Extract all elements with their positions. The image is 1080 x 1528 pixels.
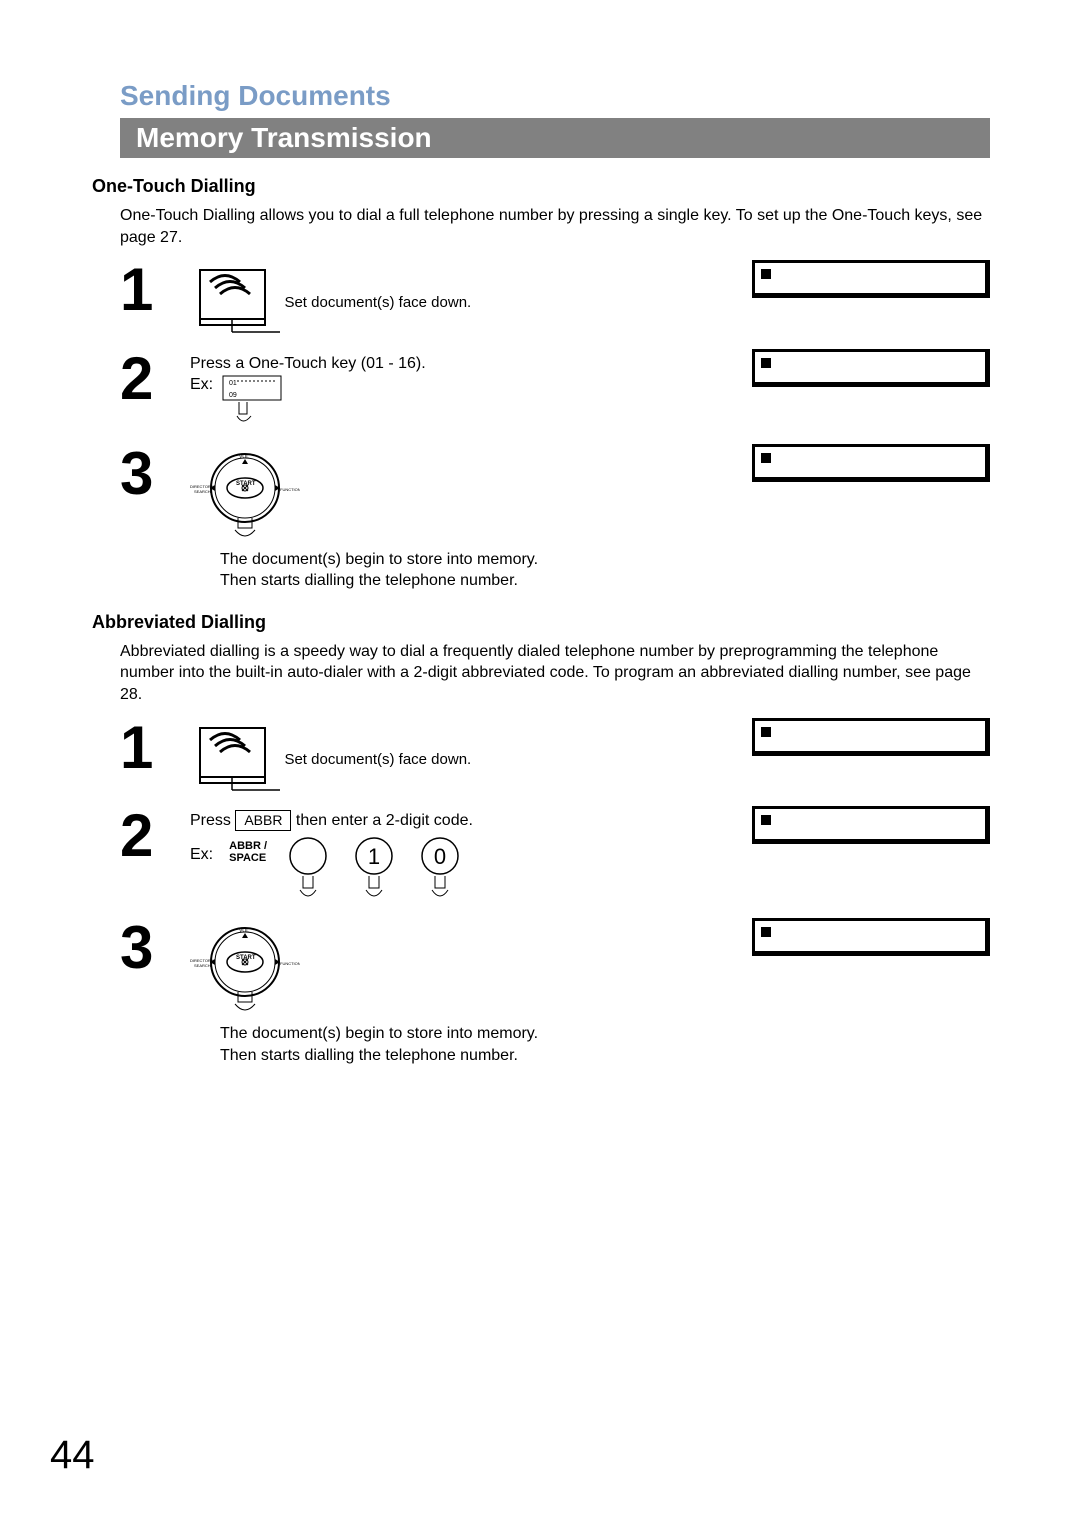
svg-text:FUNCTION: FUNCTION [280, 487, 300, 492]
section-title: Sending Documents [120, 80, 990, 112]
abbrev-intro: Abbreviated dialling is a speedy way to … [120, 641, 990, 706]
lcd-column [610, 260, 990, 298]
after-line: The document(s) begin to store into memo… [220, 1023, 990, 1045]
lcd-column [610, 918, 990, 956]
one-touch-after: The document(s) begin to store into memo… [220, 549, 990, 592]
lcd-display [752, 718, 990, 756]
step-line: Press ABBR then enter a 2-digit code. [190, 810, 610, 832]
lcd-column [610, 718, 990, 756]
step-content: Set document(s) face down. [190, 718, 610, 799]
text-pre: Press [190, 812, 235, 829]
step-number: 2 [120, 806, 190, 866]
step-number: 1 [120, 260, 190, 320]
step-content: Press ABBR then enter a 2-digit code. Ex… [190, 806, 610, 910]
one-touch-steps: 1 Set document(s) face down. [120, 260, 990, 592]
lcd-display [752, 918, 990, 956]
svg-text:START: START [236, 955, 256, 961]
page: Sending Documents Memory Transmission On… [0, 0, 1080, 1528]
keypad-label: 09 [229, 392, 237, 399]
step-caption: Set document(s) face down. [284, 751, 471, 768]
step-line: Press a One-Touch key (01 - 16). [190, 353, 610, 375]
svg-text:SEARCH: SEARCH [194, 489, 211, 494]
lcd-display [752, 260, 990, 298]
after-line: Then starts dialling the telephone numbe… [220, 1045, 990, 1067]
step-content: START VOL DIRECTORY SEARCH FUNCTION [190, 444, 610, 545]
svg-text:SEARCH: SEARCH [194, 963, 211, 968]
step-number: 1 [120, 718, 190, 778]
abbrev-after: The document(s) begin to store into memo… [220, 1023, 990, 1066]
abbr-key: ABBR [235, 810, 291, 831]
lcd-column [610, 806, 990, 844]
lcd-column [610, 444, 990, 482]
keypad-label: 01 [229, 380, 237, 387]
band-title: Memory Transmission [120, 118, 990, 158]
abbr-space-label: ABBR / SPACE [229, 834, 267, 864]
svg-text:START: START [236, 481, 256, 487]
digit-key-icon: 1 [349, 834, 399, 911]
step-row: 1 Set document(s) face down. [120, 718, 990, 799]
step-content: Press a One-Touch key (01 - 16). Ex: 01 … [190, 349, 610, 436]
step-content: Set document(s) face down. [190, 260, 610, 341]
lcd-display [752, 444, 990, 482]
one-touch-keypad-icon: 01 09 [219, 374, 299, 436]
after-line: Then starts dialling the telephone numbe… [220, 570, 990, 592]
abbrev-steps: 1 Set document(s) face down. [120, 718, 990, 1067]
svg-text:VOL: VOL [239, 928, 249, 934]
step-caption: Set document(s) face down. [284, 294, 471, 311]
step-number: 2 [120, 349, 190, 409]
step-number: 3 [120, 444, 190, 504]
step-row: 3 START VOL DIRECTORY [120, 444, 990, 545]
abbrev-heading: Abbreviated Dialling [92, 612, 990, 633]
step-content: START VOL DIRECTORY SEARCH FUNCTION [190, 918, 610, 1019]
step-row: 3 START VOL DIRECTORY [120, 918, 990, 1019]
lcd-display [752, 806, 990, 844]
example-row: Ex: ABBR / SPACE [190, 834, 610, 911]
step-row: 2 Press ABBR then enter a 2-digit code. … [120, 806, 990, 910]
one-touch-heading: One-Touch Dialling [92, 176, 990, 197]
svg-text:1: 1 [368, 844, 380, 869]
page-number: 44 [50, 1433, 95, 1478]
text-post: then enter a 2-digit code. [296, 812, 473, 829]
one-touch-intro: One-Touch Dialling allows you to dial a … [120, 205, 990, 248]
svg-text:FUNCTION: FUNCTION [280, 961, 300, 966]
step-row: 1 Set document(s) face down. [120, 260, 990, 341]
abbr-key-icon [283, 834, 333, 911]
step-number: 3 [120, 918, 190, 978]
start-dial-icon: START VOL DIRECTORY SEARCH FUNCTION [190, 525, 300, 542]
document-tray-icon [190, 722, 280, 799]
lcd-display [752, 349, 990, 387]
ex-label: Ex: [190, 834, 213, 866]
svg-text:0: 0 [434, 844, 446, 869]
document-tray-icon [190, 264, 280, 341]
digit-key-icon: 0 [415, 834, 465, 911]
after-line: The document(s) begin to store into memo… [220, 549, 990, 571]
start-dial-icon: START VOL DIRECTORY SEARCH FUNCTION [190, 999, 300, 1016]
step-row: 2 Press a One-Touch key (01 - 16). Ex: 0… [120, 349, 990, 436]
svg-text:VOL: VOL [239, 454, 249, 460]
lcd-column [610, 349, 990, 387]
ex-label: Ex: [190, 374, 213, 396]
